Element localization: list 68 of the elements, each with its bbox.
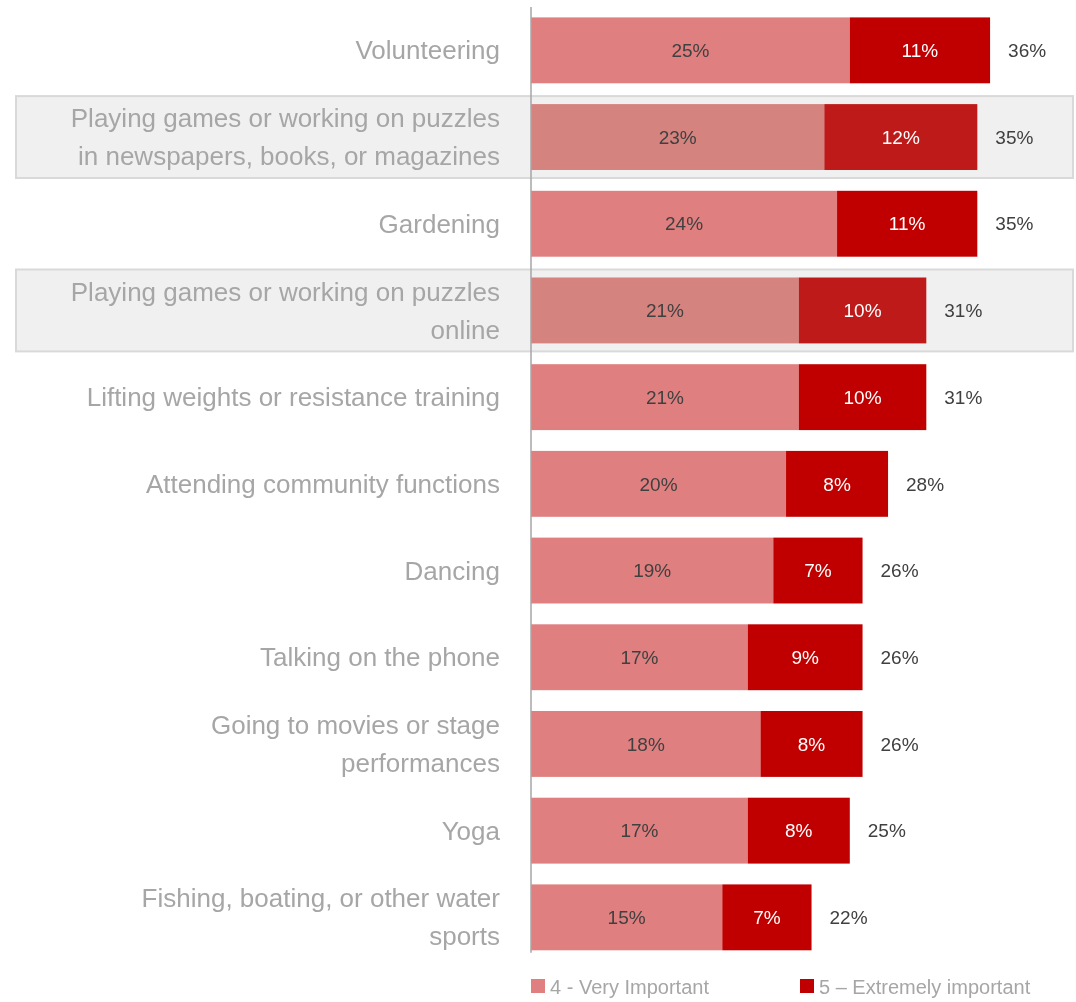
bar (722, 884, 812, 951)
bar (773, 537, 863, 604)
bar (531, 450, 787, 517)
legend-label: 4 - Very Important (550, 976, 710, 998)
bar (786, 450, 889, 517)
data-label: 10% (843, 300, 882, 322)
data-label: 17% (620, 820, 659, 842)
data-label: 12% (881, 126, 920, 148)
total-label: 25% (867, 820, 906, 842)
y-tick-label: Volunteering (355, 35, 500, 66)
bar (798, 364, 927, 431)
bar (837, 190, 978, 257)
bar (531, 624, 748, 691)
bar (531, 711, 761, 777)
data-label: 11% (888, 213, 926, 235)
y-tick-label: Talking on the phone (260, 642, 500, 673)
total-label: 26% (880, 560, 919, 582)
bar (747, 797, 850, 864)
data-label: 10% (843, 386, 882, 408)
bar (531, 797, 748, 864)
total-label: 36% (1008, 40, 1047, 61)
bar (531, 277, 799, 344)
data-label: 15% (607, 907, 646, 928)
total-label: 28% (906, 473, 945, 495)
data-label: 19% (633, 560, 672, 582)
legend-label: 5 – Extremely important (819, 976, 1031, 998)
bar (531, 190, 838, 257)
data-label: 25% (671, 40, 710, 61)
y-tick-label: Going to movies or stage performances (210, 710, 500, 779)
total-label: 35% (995, 126, 1034, 148)
bar (531, 884, 723, 951)
data-label: 11% (901, 40, 939, 61)
data-label: 21% (645, 386, 685, 408)
bar (531, 104, 825, 170)
total-label: 22% (829, 907, 868, 928)
data-label: 21% (645, 300, 685, 322)
y-tick-label: Lifting weights or resistance training (86, 382, 500, 413)
total-label: 31% (944, 386, 983, 408)
total-label: 31% (944, 300, 983, 322)
y-tick-label: Attending community functions (145, 468, 500, 499)
data-label: 9% (791, 646, 819, 668)
data-label: 8% (823, 473, 851, 495)
bar (849, 17, 991, 84)
y-tick-label: Dancing (404, 555, 500, 586)
bar (760, 711, 863, 777)
y-tick-label: Gardening (378, 208, 500, 239)
data-label: 8% (797, 733, 826, 755)
data-label: 17% (620, 646, 659, 668)
total-label: 26% (880, 646, 919, 668)
bar (531, 364, 799, 431)
bar (798, 277, 927, 344)
data-label: 7% (753, 907, 781, 928)
total-label: 26% (880, 733, 919, 755)
y-tick-label: Fishing, boating, or other water sports (141, 883, 501, 952)
data-label: 7% (804, 560, 832, 582)
y-tick-label: Yoga (441, 815, 501, 846)
data-label: 8% (785, 820, 813, 842)
y-tick-label: Playing games or working on puzzles online (70, 276, 500, 345)
bar (531, 17, 850, 84)
bar (824, 104, 978, 170)
bar (531, 537, 774, 604)
total-label: 35% (995, 213, 1034, 235)
y-tick-label: Playing games or working on puzzles in newspapers, books, or magazines (70, 103, 500, 172)
data-label: 23% (658, 126, 697, 148)
data-label: 20% (639, 473, 678, 495)
data-label: 18% (626, 733, 665, 755)
data-label: 24% (665, 213, 704, 235)
bar (747, 624, 863, 691)
